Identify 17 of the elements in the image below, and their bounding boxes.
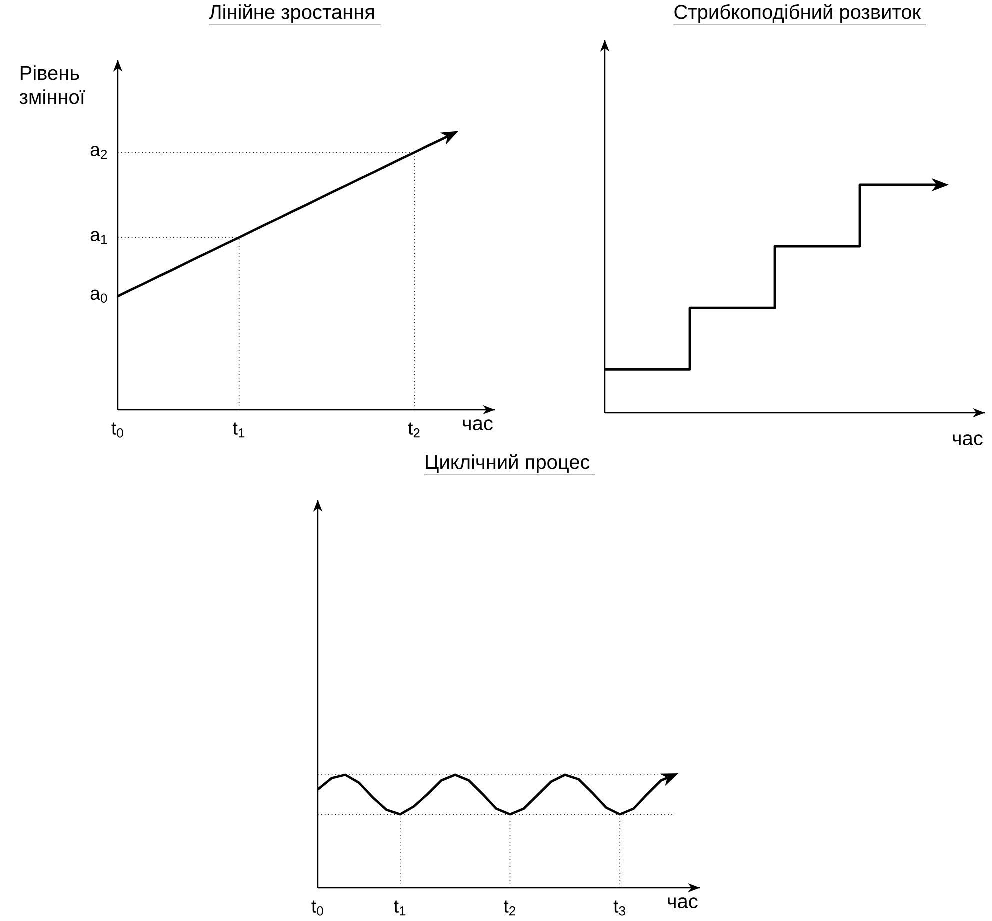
x-axis-title: час xyxy=(668,898,698,909)
chart-title: Лінійне зростання xyxy=(209,4,374,24)
x-tick-label: t$_{0}$ xyxy=(312,900,324,916)
ref-line-label: a$_{2}$ xyxy=(90,146,108,160)
ref-line-label: a$_{1}$ xyxy=(90,231,108,244)
x-axis-title: час xyxy=(463,420,493,431)
chart-title: Циклічний процес xyxy=(426,454,590,474)
annotation: a$_{0}$ xyxy=(90,290,108,303)
x-tick-label: t$_{0}$ xyxy=(112,422,124,438)
x-tick-label: t$_{2}$ xyxy=(504,900,516,916)
x-axis-title: час xyxy=(953,434,983,446)
x-tick-label: t$_{2}$ xyxy=(408,422,420,438)
chart-title: Стрибкоподібний розвиток xyxy=(674,4,922,24)
x-tick-label: t$_{1}$ xyxy=(394,900,406,916)
x-tick-label: t$_{1}$ xyxy=(233,422,245,438)
x-tick-label: t$_{3}$ xyxy=(614,900,626,916)
y-axis-title: Рівень змінної xyxy=(20,66,86,104)
